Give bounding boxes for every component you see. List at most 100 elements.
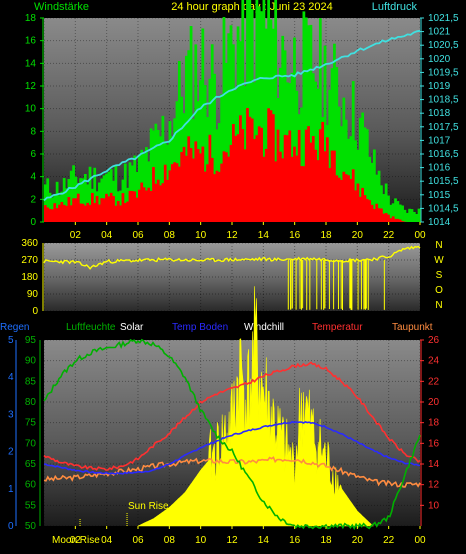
- gust-bar: [98, 182, 101, 222]
- mean-bar: [389, 218, 393, 222]
- mean-bar: [311, 136, 315, 222]
- mean-bar: [224, 152, 228, 222]
- gust-bar: [194, 44, 198, 222]
- mean-bar: [53, 203, 57, 222]
- mean-bar: [121, 193, 125, 222]
- x-tick-label: 12: [226, 230, 238, 241]
- mean-bar: [215, 170, 219, 222]
- gust-bar: [83, 174, 87, 222]
- mean-bar: [91, 192, 94, 222]
- mean-bar: [255, 135, 259, 222]
- mean-bar: [253, 139, 256, 222]
- mean-bar: [333, 150, 336, 222]
- mean-bar: [173, 162, 176, 222]
- gust-bar: [156, 129, 160, 222]
- mean-bar: [347, 175, 350, 222]
- gust-bar: [417, 208, 421, 222]
- gust-bar: [412, 211, 416, 222]
- mean-bar: [135, 197, 139, 222]
- gust-bar: [415, 213, 419, 222]
- x-tick-label: 02: [70, 230, 82, 241]
- mean-bar: [318, 129, 322, 222]
- gust-bar: [175, 101, 179, 222]
- gust-bar: [187, 50, 191, 222]
- mean-bar: [264, 148, 268, 222]
- legend: Regen Luftfeuchte Solar Temp Boden Windchill…: [0, 322, 433, 333]
- gust-bar: [403, 209, 407, 222]
- gust-bar: [293, 37, 296, 223]
- gust-bar: [159, 136, 162, 222]
- x-tick-label: 00: [414, 535, 426, 546]
- humidity-y-tick-label: 85: [25, 376, 37, 387]
- humidity-y-tick-label: 65: [25, 459, 37, 470]
- x-tick-label: 16: [289, 535, 301, 546]
- gust-bar: [88, 166, 92, 222]
- gust-bar: [333, 43, 336, 222]
- mean-bar: [161, 183, 165, 222]
- gust-bar: [154, 123, 158, 222]
- mean-bar: [142, 187, 146, 222]
- mean-bar: [185, 155, 188, 222]
- mean-bar: [222, 151, 226, 222]
- mean-bar: [290, 156, 294, 222]
- mean-bar: [243, 149, 247, 222]
- gust-bar: [330, 68, 334, 222]
- x-tick-label: 10: [195, 535, 207, 546]
- gust-bar: [373, 149, 376, 222]
- mean-bar: [130, 190, 134, 222]
- x-tick-label: 02: [70, 535, 82, 546]
- temperature-y-ticks: 10 12 14 16 18 20 22 24 26: [420, 335, 440, 526]
- mean-bar: [65, 205, 68, 222]
- mean-bar: [152, 167, 155, 222]
- gust-bar: [337, 106, 341, 222]
- x-tick-labels-bottom: 02 04 06 08 10 12 14 16 18 20 22 00: [70, 512, 426, 546]
- gust-bar: [69, 170, 73, 222]
- mean-bar: [257, 126, 261, 222]
- mean-bar: [267, 108, 270, 222]
- mean-bar: [147, 187, 151, 222]
- mean-bar: [316, 160, 320, 222]
- gust-bar: [318, 18, 322, 222]
- temperature-y-tick-label: 14: [428, 459, 440, 470]
- direction-grid: [43, 242, 421, 312]
- gust-bar: [279, 67, 282, 222]
- gust-bar: [46, 178, 50, 222]
- mean-bar: [304, 129, 308, 222]
- gust-bar: [361, 112, 364, 222]
- mean-bar: [187, 136, 191, 222]
- gust-bar: [62, 178, 66, 222]
- x-tick-label: 22: [383, 535, 395, 546]
- mean-bar: [297, 129, 301, 222]
- x-tick-label: 14: [258, 230, 270, 241]
- mean-bar: [354, 190, 357, 222]
- gust-bar: [227, 33, 231, 223]
- x-tick-label: 10: [195, 230, 207, 241]
- mean-bar: [123, 203, 127, 222]
- mean-bar: [234, 135, 238, 222]
- mean-bar: [51, 209, 54, 222]
- climate-grid: [43, 339, 421, 527]
- direction-y-tick-label: 360: [21, 238, 38, 249]
- mean-bar: [74, 198, 78, 222]
- x-tick-label: 12: [226, 535, 238, 546]
- x-tick-label: 08: [164, 230, 176, 241]
- gust-bar: [351, 81, 355, 222]
- gust-bar: [220, 94, 223, 222]
- gust-bar: [123, 163, 127, 222]
- mean-bar: [384, 213, 388, 222]
- legend-5: Temperatur: [312, 322, 363, 333]
- mean-bar: [330, 150, 334, 222]
- x-tick-label: 20: [352, 230, 364, 241]
- rain-y-tick-label: 0: [8, 521, 14, 532]
- mean-bar: [387, 214, 390, 222]
- pressure-y-ticks: 1014 1014,5 1015 1015,5 1016 1016,5 1017 1017,5…: [420, 13, 459, 228]
- mean-bar: [140, 182, 144, 222]
- gust-bar: [255, 0, 259, 223]
- mean-bar: [88, 204, 92, 222]
- wind-y-tick-label: 12: [25, 81, 37, 92]
- mean-bar: [182, 146, 186, 222]
- gust-bar: [309, 24, 313, 222]
- mean-bar: [368, 200, 372, 222]
- pressure-y-tick-label: 1017: [428, 135, 451, 146]
- temperature-line: [43, 361, 421, 471]
